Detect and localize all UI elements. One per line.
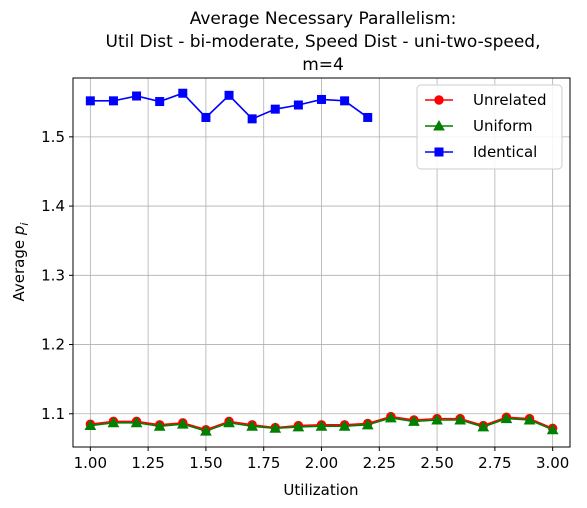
chart-title-line-2: Util Dist - bi-moderate, Speed Dist - un… [106, 32, 541, 52]
series-uniform [84, 411, 559, 436]
data-point-uniform [384, 411, 397, 423]
series-identical [85, 88, 373, 124]
y-tick-label: 1.4 [41, 197, 65, 215]
legend-item-identical: Identical [425, 143, 537, 161]
data-point-identical [340, 96, 350, 106]
data-point-uniform [338, 420, 351, 431]
y-axis-label-subscript: i [18, 223, 31, 226]
data-point-identical [363, 112, 373, 122]
chart-title: Average Necessary Parallelism: Util Dist… [106, 9, 541, 75]
data-point-uniform [292, 420, 305, 432]
data-point-identical [224, 90, 234, 100]
data-point-uniform [546, 423, 559, 435]
data-point-identical [201, 112, 211, 122]
x-tick-label: 2.50 [420, 454, 453, 472]
legend-label: Identical [473, 143, 537, 161]
data-point-uniform [315, 420, 328, 431]
data-point-uniform [153, 420, 166, 431]
legend-entries: Unrelated Uniform Identical [425, 91, 547, 161]
x-tick-label: 3.00 [536, 454, 569, 472]
data-point-identical [293, 100, 303, 110]
data-point-identical [132, 91, 142, 101]
data-point-uniform [408, 415, 420, 426]
legend-marker [433, 119, 445, 131]
y-axis-label-symbol: p [10, 226, 28, 237]
x-tick-label: 1.25 [131, 454, 164, 472]
legend-item-uniform: Uniform [425, 117, 533, 135]
data-point-uniform [454, 413, 467, 425]
data-point-identical [317, 94, 326, 104]
x-axis-label: Utilization [283, 481, 358, 499]
y-tick-label: 1.5 [41, 128, 65, 146]
data-point-uniform [246, 420, 259, 431]
chart-title-line-3: m=4 [302, 55, 344, 75]
y-tick-label: 1.1 [41, 405, 65, 423]
data-point-uniform [223, 416, 235, 428]
x-tick-label: 2.00 [305, 454, 338, 472]
data-point-uniform [269, 422, 282, 433]
x-tick-label: 1.75 [247, 454, 280, 472]
data-point-uniform [84, 419, 97, 431]
series-layer [84, 88, 559, 436]
data-point-uniform [176, 418, 189, 429]
y-axis-label-text: Average [10, 235, 28, 301]
y-axis-label: Average pi [10, 223, 31, 302]
legend-item-unrelated: Unrelated [425, 91, 547, 109]
x-tick-label: 2.25 [363, 454, 396, 472]
legend-label: Uniform [473, 117, 533, 135]
data-point-uniform [107, 416, 120, 428]
data-point-uniform [500, 412, 513, 424]
legend-marker [434, 95, 444, 105]
legend-marker [434, 147, 444, 157]
data-point-identical [178, 88, 188, 98]
data-point-identical [155, 97, 165, 107]
data-point-uniform [200, 425, 212, 436]
x-tick-label: 2.75 [478, 454, 511, 472]
legend-label: Unrelated [473, 91, 547, 109]
legend-box [416, 84, 563, 170]
data-point-uniform [431, 413, 443, 425]
data-point-identical [247, 114, 257, 124]
x-axis-ticks: 1.00 1.25 1.50 1.75 2.00 2.25 2.50 2.75 3.00 [74, 447, 569, 472]
legend: Unrelated Uniform Identical [416, 84, 563, 170]
data-point-uniform [130, 416, 143, 428]
data-point-identical [270, 104, 280, 114]
data-point-identical [108, 96, 118, 106]
x-tick-label: 1.00 [74, 454, 107, 472]
y-axis-ticks: 1.1 1.2 1.3 1.4 1.5 [41, 128, 73, 423]
y-tick-label: 1.2 [41, 336, 65, 354]
chart-title-line-1: Average Necessary Parallelism: [190, 9, 457, 29]
data-point-uniform [523, 413, 536, 425]
data-point-identical [85, 96, 95, 106]
data-point-uniform [477, 420, 490, 432]
y-tick-label: 1.3 [41, 266, 65, 284]
x-tick-label: 1.50 [189, 454, 222, 472]
data-point-uniform [361, 418, 374, 430]
